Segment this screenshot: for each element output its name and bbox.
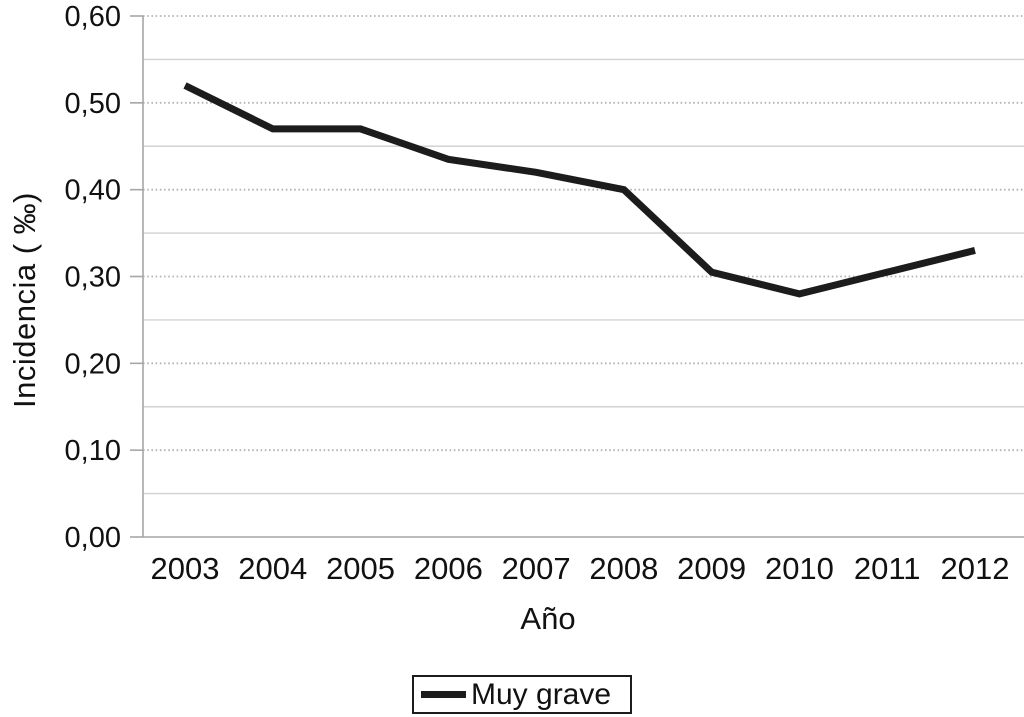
x-tick-label: 2007 <box>502 551 571 586</box>
y-tick-label: 0,30 <box>65 262 121 294</box>
x-tick-label: 2003 <box>151 551 220 586</box>
series-line <box>183 82 976 298</box>
x-tick-label: 2008 <box>589 551 658 586</box>
legend-line-icon <box>421 691 466 698</box>
y-tick-label: 0,40 <box>65 175 121 207</box>
x-tick-label: 2011 <box>854 551 921 586</box>
y-tick-label: 0,10 <box>65 435 121 467</box>
x-tick-label: 2005 <box>326 551 395 586</box>
y-axis-title: Incidencia ( ‰) <box>7 192 42 408</box>
x-tick-label: 2009 <box>677 551 746 586</box>
legend-label: Muy grave <box>471 677 612 711</box>
x-tick-label: 2012 <box>941 551 1010 586</box>
legend: Muy grave <box>412 675 632 714</box>
x-tick-label: 2004 <box>238 551 307 586</box>
y-tick-label: 0,20 <box>65 348 121 380</box>
y-tick-label: 0,00 <box>65 522 121 554</box>
x-axis-title: Año <box>520 601 575 636</box>
x-tick-label: 2010 <box>765 551 834 586</box>
y-tick-label: 0,50 <box>65 88 121 120</box>
y-tick-label: 0,60 <box>65 1 121 33</box>
x-tick-label: 2006 <box>414 551 483 586</box>
